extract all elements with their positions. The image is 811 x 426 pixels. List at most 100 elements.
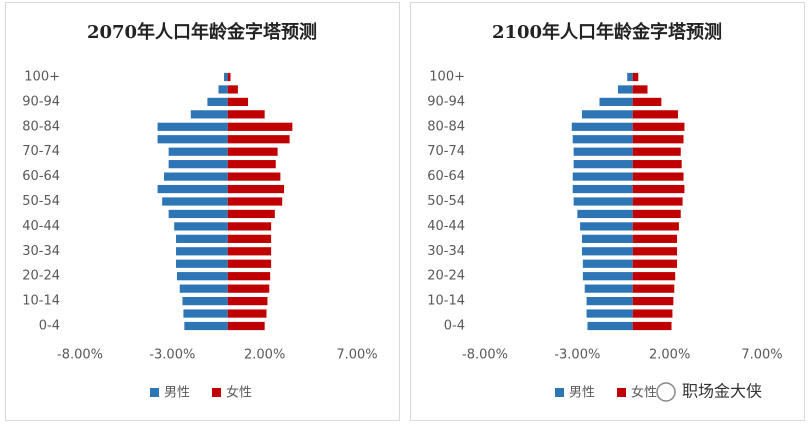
bar xyxy=(218,85,228,94)
bar xyxy=(227,234,272,243)
bar xyxy=(168,147,228,156)
y-tick-label: 100+ xyxy=(24,70,60,85)
bar xyxy=(632,247,678,256)
bar xyxy=(227,284,270,293)
bar xyxy=(176,259,228,268)
bar xyxy=(572,172,633,181)
bar xyxy=(573,160,633,169)
y-tick-label: 0-4 xyxy=(444,319,465,334)
bar xyxy=(632,85,648,94)
y-tick-label: 90-94 xyxy=(22,94,60,109)
bar xyxy=(632,147,681,156)
bar xyxy=(176,247,228,256)
y-tick-label: 50-54 xyxy=(427,194,465,209)
chart-title: 2100年人口年龄金字塔预测 xyxy=(492,21,722,43)
y-tick-label: 0-4 xyxy=(39,319,60,334)
x-tick-label: 7.00% xyxy=(741,348,782,363)
y-tick-label: 20-24 xyxy=(22,269,60,284)
bar xyxy=(227,72,231,82)
bar xyxy=(227,321,265,331)
bar xyxy=(571,122,633,131)
bar xyxy=(632,222,679,231)
bar xyxy=(168,209,228,219)
bar xyxy=(582,272,633,281)
bar xyxy=(572,184,633,194)
x-tick-label: 7.00% xyxy=(336,348,377,363)
bar xyxy=(584,284,633,293)
legend-label: 男性 xyxy=(164,386,190,401)
bar xyxy=(627,72,633,82)
bar xyxy=(581,247,633,256)
watermark-icon xyxy=(656,382,676,402)
bar xyxy=(581,110,633,119)
watermark: 职场金大侠 xyxy=(682,382,762,401)
y-tick-label: 70-74 xyxy=(22,144,60,159)
bar xyxy=(582,259,633,268)
bar xyxy=(573,197,633,206)
y-tick-label: 60-64 xyxy=(427,169,465,184)
bar xyxy=(183,309,228,318)
bar xyxy=(617,85,633,94)
bar xyxy=(227,147,278,156)
bar xyxy=(182,296,228,306)
bar xyxy=(227,247,272,256)
bar xyxy=(632,160,682,169)
bar xyxy=(577,209,633,219)
bar xyxy=(227,184,285,194)
bar xyxy=(632,110,678,119)
bar xyxy=(227,309,267,318)
y-tick-label: 50-54 xyxy=(22,194,60,209)
legend-label: 女性 xyxy=(226,385,252,401)
y-tick-label: 80-84 xyxy=(22,119,60,134)
bar xyxy=(632,309,673,318)
bar xyxy=(157,135,228,144)
legend-swatch xyxy=(617,388,626,397)
x-tick-label: -3.00% xyxy=(554,348,600,363)
bar xyxy=(157,122,228,131)
bar xyxy=(632,284,675,293)
bar xyxy=(227,135,290,144)
legend-swatch xyxy=(555,388,564,397)
bar xyxy=(227,160,276,169)
x-tick-label: -8.00% xyxy=(57,348,103,363)
bar xyxy=(632,135,684,144)
y-tick-label: 20-24 xyxy=(427,269,465,284)
bar xyxy=(632,197,683,206)
y-tick-label: 10-14 xyxy=(22,294,60,309)
bar xyxy=(586,296,633,306)
bar xyxy=(227,172,281,181)
y-tick-label: 70-74 xyxy=(427,144,465,159)
bar xyxy=(227,97,249,107)
legend-label: 女性 xyxy=(631,385,657,401)
x-tick-label: -8.00% xyxy=(462,348,508,363)
bar xyxy=(227,222,272,231)
bar xyxy=(581,234,633,243)
bar xyxy=(168,160,228,169)
bar xyxy=(176,272,228,281)
bar xyxy=(227,209,275,219)
bar xyxy=(179,284,228,293)
bar xyxy=(632,296,674,306)
bar xyxy=(632,272,676,281)
bar xyxy=(586,309,633,318)
bar xyxy=(190,110,228,119)
bar xyxy=(632,172,684,181)
bar xyxy=(587,321,633,331)
bar xyxy=(227,122,293,131)
bar xyxy=(176,234,228,243)
bar xyxy=(632,209,681,219)
bar xyxy=(572,135,633,144)
y-tick-label: 10-14 xyxy=(427,294,465,309)
bar xyxy=(162,197,228,206)
bar xyxy=(573,147,633,156)
x-tick-label: 2.00% xyxy=(244,348,285,363)
bar xyxy=(164,172,228,181)
y-tick-label: 80-84 xyxy=(427,119,465,134)
bar xyxy=(227,85,238,94)
bar xyxy=(632,72,639,82)
x-tick-label: 2.00% xyxy=(649,348,690,363)
bar xyxy=(227,110,265,119)
y-tick-label: 40-44 xyxy=(22,219,60,234)
bar xyxy=(174,222,228,231)
